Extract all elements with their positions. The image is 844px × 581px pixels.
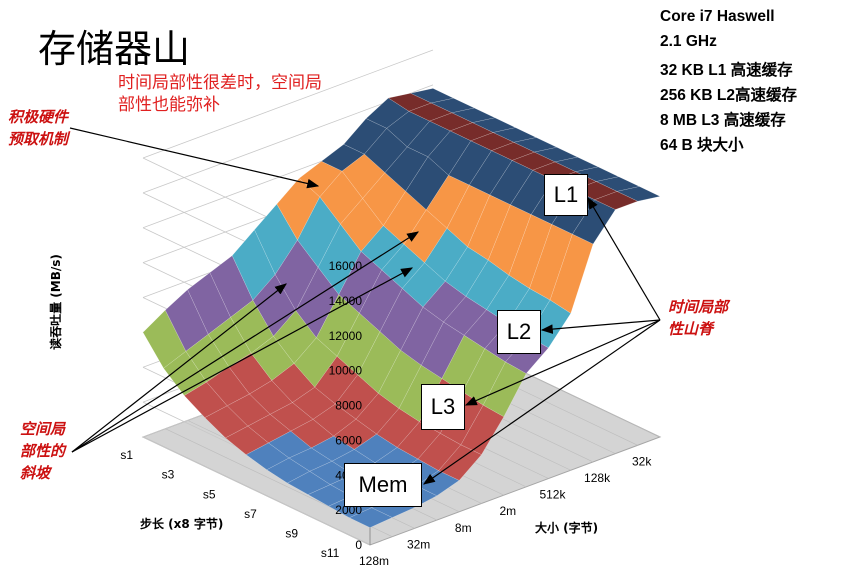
annotation-temporal-line1: 时间局部: [668, 298, 729, 316]
annotation-spatial-line1: 空间局: [20, 420, 66, 438]
size-tick-label: 128k: [584, 471, 611, 485]
z-axis-title: 读吞吐量 (MB/s): [48, 254, 63, 350]
stride-tick-label: s7: [244, 507, 257, 521]
spec-l1: 32 KB L1 高速缓存: [660, 62, 793, 79]
arrow-prefetch: [69, 127, 320, 189]
annotation-top: 时间局部性很差时，空间局 部性也能弥补: [118, 72, 322, 116]
gridline-left-wall: [142, 436, 371, 546]
chart-surface: [142, 88, 661, 528]
level-label-l1: L1: [544, 174, 588, 216]
level-label-l3: L3: [421, 384, 465, 430]
spec-l3: 8 MB L3 高速缓存: [660, 112, 786, 129]
arrow-temporal-l3: [464, 319, 661, 406]
slide-title: 存储器山: [38, 27, 191, 71]
annotation-top-line2: 部性也能弥补: [118, 95, 220, 115]
annotation-spatial-line3: 斜坡: [20, 464, 51, 482]
stride-tick-label: s11: [321, 546, 340, 560]
arrow-temporal-mem: [423, 319, 661, 485]
y-axis-title: 大小 (字节): [535, 520, 598, 535]
level-label-mem: Mem: [344, 463, 422, 507]
level-label-l2: L2: [497, 310, 541, 354]
size-tick-label: 2m: [500, 504, 517, 518]
spec-cpu: Core i7 Haswell: [660, 8, 775, 25]
x-axis-title: 步长 (x8 字节): [140, 516, 223, 531]
arrow-temporal-l1: [587, 196, 661, 321]
z-tick-label: 14000: [329, 294, 363, 308]
annotation-prefetch: 积极硬件 预取机制: [8, 106, 68, 150]
annotation-spatial-line2: 部性的: [20, 442, 66, 460]
stride-tick-label: s5: [203, 487, 216, 501]
spec-clock: 2.1 GHz: [660, 33, 717, 50]
arrow-spatial-1: [71, 231, 420, 453]
arrow-temporal-l2: [540, 319, 661, 334]
arrow-spatial-3: [71, 283, 287, 453]
arrow-spatial-2: [71, 267, 414, 453]
annotation-prefetch-line2: 预取机制: [8, 130, 69, 148]
stride-tick-label: s9: [285, 527, 298, 541]
annotation-spatial: 空间局 部性的 斜坡: [20, 418, 65, 484]
size-tick-label: 32m: [407, 537, 430, 551]
surface-facet: [616, 186, 661, 202]
z-tick-label: 0: [355, 538, 362, 552]
annotation-top-line1: 时间局部性很差时，空间局: [118, 73, 322, 93]
stride-tick-label: s3: [162, 468, 175, 482]
size-tick-label: 512k: [539, 488, 566, 502]
gridline-back-wall: [142, 49, 434, 159]
size-tick-label: 32k: [632, 454, 652, 468]
z-tick-label: 16000: [329, 259, 363, 273]
spec-l2: 256 KB L2高速缓存: [660, 87, 797, 104]
annotation-temporal-line2: 性山脊: [668, 320, 714, 338]
annotation-temporal: 时间局部 性山脊: [668, 296, 728, 340]
size-tick-label: 128m: [359, 554, 389, 568]
z-tick-label: 12000: [329, 329, 363, 343]
z-tick-label: 6000: [335, 433, 362, 447]
z-tick-label: 8000: [335, 399, 362, 413]
z-tick-label: 10000: [329, 364, 363, 378]
size-tick-label: 8m: [455, 521, 472, 535]
spec-blocksize: 64 B 块大小: [660, 137, 744, 154]
annotation-arrows: [69, 127, 661, 485]
stride-tick-label: s1: [120, 448, 133, 462]
annotation-prefetch-line1: 积极硬件: [8, 108, 69, 126]
